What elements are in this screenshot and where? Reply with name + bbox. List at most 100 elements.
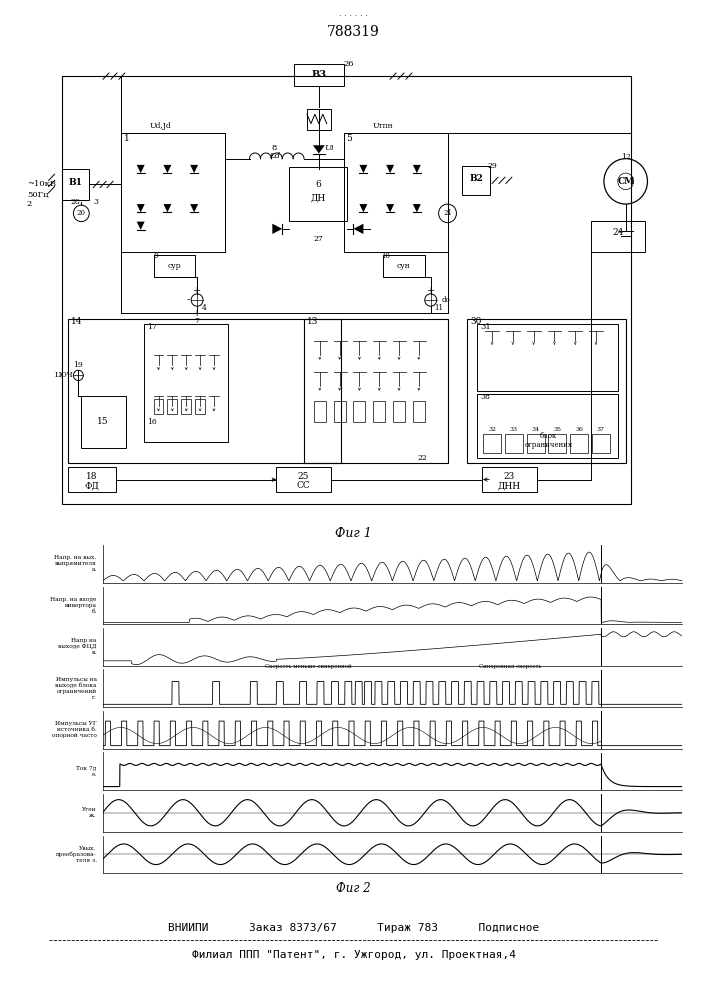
Text: 21: 21: [443, 209, 452, 217]
Bar: [373, 401, 385, 422]
Text: ДН: ДН: [310, 193, 325, 202]
Text: 36: 36: [575, 427, 583, 432]
Text: 6: 6: [315, 180, 321, 189]
Text: 1: 1: [124, 134, 129, 143]
Text: В3: В3: [311, 70, 327, 79]
Text: 34: 34: [532, 427, 539, 432]
Text: 11: 11: [434, 304, 443, 312]
Bar: [592, 434, 610, 453]
Text: 31: 31: [480, 323, 491, 331]
Bar: [482, 467, 537, 492]
Text: Фиг 1: Фиг 1: [335, 527, 372, 540]
Text: -: -: [187, 296, 189, 305]
Text: ДНН: ДНН: [497, 481, 520, 490]
Text: 25: 25: [297, 472, 309, 481]
Bar: [462, 166, 490, 195]
Bar: [591, 221, 645, 252]
Text: do: do: [441, 296, 450, 304]
Text: 3: 3: [93, 198, 99, 206]
Polygon shape: [359, 165, 368, 173]
Text: 37: 37: [597, 427, 605, 432]
Text: 50Гц: 50Гц: [27, 191, 48, 199]
Bar: [477, 324, 618, 391]
Text: СС: СС: [296, 481, 310, 490]
Text: 15: 15: [98, 417, 109, 426]
Bar: [527, 434, 544, 453]
Text: В1: В1: [69, 178, 83, 187]
Bar: [383, 255, 425, 277]
Bar: [69, 467, 116, 492]
Polygon shape: [359, 204, 368, 212]
Text: 24: 24: [612, 228, 624, 237]
Text: ВНИИПИ      Заказ 8373/67      Тираж 783      Подписное: ВНИИПИ Заказ 8373/67 Тираж 783 Подписное: [168, 923, 539, 933]
Text: Напр. на вых.
выпрямителя
а.: Напр. на вых. выпрямителя а.: [54, 555, 97, 572]
Polygon shape: [190, 204, 198, 212]
Text: 8: 8: [271, 144, 277, 152]
Text: 23: 23: [503, 472, 515, 481]
Text: 20: 20: [77, 209, 86, 217]
Bar: [571, 434, 588, 453]
Polygon shape: [272, 224, 282, 234]
Text: Импульсы УГ
источника б.
опорной часто: Импульсы УГ источника б. опорной часто: [52, 721, 97, 738]
Text: 38: 38: [480, 393, 490, 401]
Bar: [549, 434, 566, 453]
Bar: [413, 401, 425, 422]
Bar: [62, 169, 89, 200]
Text: 19: 19: [74, 361, 83, 369]
Text: Ld: Ld: [269, 152, 280, 160]
Polygon shape: [413, 165, 421, 173]
Polygon shape: [386, 165, 394, 173]
Text: 27: 27: [313, 235, 322, 243]
Bar: [181, 399, 191, 414]
Polygon shape: [413, 204, 421, 212]
Bar: [289, 167, 346, 221]
Bar: [304, 319, 448, 463]
Bar: [62, 76, 631, 504]
Text: 9: 9: [153, 252, 158, 260]
Text: 28: 28: [71, 198, 80, 206]
Text: Увых.
преобразова-
теля з.: Увых. преобразова- теля з.: [56, 846, 97, 863]
Bar: [153, 255, 195, 277]
Polygon shape: [190, 165, 198, 173]
Text: Импульсы на
выходе блока
ограничений
г.: Импульсы на выходе блока ограничений г.: [55, 677, 97, 700]
Bar: [276, 467, 331, 492]
Polygon shape: [163, 204, 171, 212]
Text: 13: 13: [307, 317, 318, 326]
Bar: [354, 401, 366, 422]
Polygon shape: [386, 204, 394, 212]
Bar: [144, 324, 228, 442]
Text: Фиг 2: Фиг 2: [337, 882, 370, 895]
Text: Uтпн: Uтпн: [373, 122, 394, 130]
Text: ~10кВ: ~10кВ: [27, 180, 56, 188]
Text: 7: 7: [194, 317, 199, 325]
Polygon shape: [136, 165, 145, 173]
Bar: [393, 401, 405, 422]
Bar: [467, 319, 626, 463]
Text: Ток 7д
е.: Ток 7д е.: [76, 766, 97, 777]
Text: 17: 17: [146, 323, 156, 331]
Polygon shape: [136, 204, 145, 212]
Text: 30: 30: [470, 317, 481, 326]
Text: 14: 14: [71, 317, 83, 326]
Text: блок
ограничения: блок ограничения: [525, 432, 573, 449]
Text: сун: сун: [397, 262, 411, 270]
Text: ЦОЧ: ЦОЧ: [54, 371, 73, 379]
Text: 5: 5: [346, 134, 353, 143]
Polygon shape: [313, 145, 325, 154]
Bar: [505, 434, 522, 453]
Bar: [307, 109, 331, 130]
Text: Скорость меньше синхронной: Скорость меньше синхронной: [265, 664, 351, 669]
Text: +: +: [426, 286, 435, 295]
Bar: [344, 133, 448, 252]
Text: . . . . . .: . . . . . .: [339, 10, 368, 18]
Text: Филиал ППП "Патент", г. Ужгород, ул. Проектная,4: Филиал ППП "Патент", г. Ужгород, ул. Про…: [192, 950, 515, 960]
Text: Уген
ж.: Уген ж.: [82, 807, 97, 818]
Bar: [153, 399, 163, 414]
Bar: [314, 401, 326, 422]
Text: СМ: СМ: [617, 177, 634, 186]
Text: Ud,Jd: Ud,Jd: [150, 122, 171, 130]
Text: 18: 18: [86, 472, 98, 481]
Bar: [334, 401, 346, 422]
Text: 788319: 788319: [327, 25, 380, 39]
Text: Синхронная скорость: Синхронная скорость: [479, 664, 542, 669]
